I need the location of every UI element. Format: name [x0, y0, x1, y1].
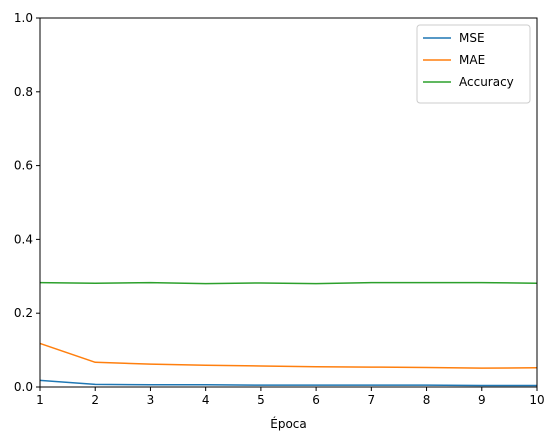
x-tick-label: 2 [91, 393, 99, 407]
x-tick-label: 10 [529, 393, 544, 407]
x-tick-label: 1 [36, 393, 44, 407]
x-axis-label: Época [270, 416, 307, 431]
x-axis: 1 2 3 4 5 6 7 8 9 10 [36, 387, 545, 407]
series-layer [39, 281, 538, 387]
y-tick-label: 0.6 [14, 159, 33, 173]
legend-label-mae: MAE [459, 53, 485, 67]
x-tick-label: 7 [368, 393, 376, 407]
series-line-mse [39, 379, 537, 387]
y-tick-label: 0.8 [14, 85, 33, 99]
legend-box [416, 24, 531, 104]
x-tick-label: 6 [312, 393, 320, 407]
x-tick-label: 8 [423, 393, 431, 407]
legend-label-mse: MSE [459, 31, 485, 45]
x-tick-label: 5 [257, 393, 265, 407]
x-tick-label: 4 [202, 393, 210, 407]
x-tick-label: 3 [147, 393, 155, 407]
legend: MSE MAE Accuracy [416, 24, 531, 104]
x-tick-label: 9 [478, 393, 486, 407]
legend-label-accuracy: Accuracy [459, 75, 514, 89]
series-line-mae [39, 342, 538, 369]
y-tick-label: 0.2 [14, 306, 33, 320]
y-tick-label: 0.0 [14, 380, 33, 394]
plot-frame [39, 17, 538, 388]
y-tick-label: 1.0 [14, 11, 33, 25]
y-axis: 0.0 0.2 0.4 0.6 0.8 1.0 [14, 11, 40, 394]
y-tick-label: 0.4 [14, 232, 33, 246]
series-line-accuracy [39, 281, 538, 285]
